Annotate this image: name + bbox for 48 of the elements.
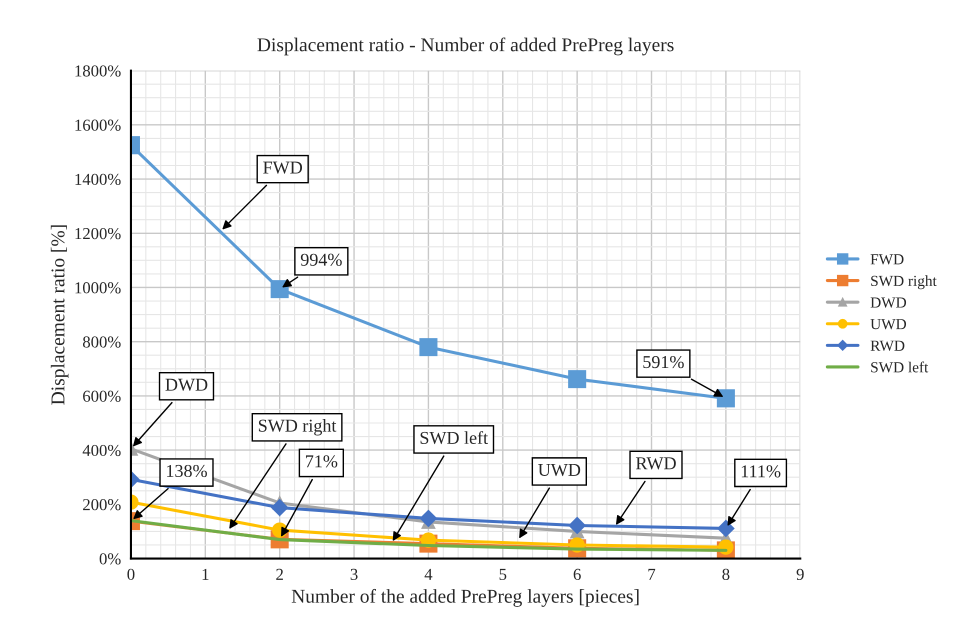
x-tick-label: 6 (574, 568, 581, 580)
x-tick-label: 7 (648, 568, 656, 580)
y-tick-label: 1400% (75, 174, 121, 186)
legend-label: RWD (870, 340, 904, 351)
x-axis-title: Number of the added PrePreg layers [pieces] (292, 588, 639, 607)
annotation: 71% (306, 455, 338, 468)
y-tick-label: 1200% (75, 228, 121, 240)
x-tick-label: 5 (500, 568, 506, 580)
y-tick-label: 1800% (75, 65, 121, 77)
point (271, 499, 288, 516)
point (419, 338, 438, 356)
y-axis-title: Displacement ratio [%] (50, 225, 68, 405)
x-tick-label: 4 (424, 568, 432, 580)
point (716, 389, 735, 408)
annotation: SWD right (258, 419, 336, 436)
legend-label: DWD (870, 298, 906, 308)
annotation: 591% (643, 356, 684, 368)
legend-label: UWD (870, 319, 906, 330)
x-tick-label: 8 (722, 568, 730, 580)
annotation: 111% (742, 465, 780, 478)
y-tick-label: 1000% (75, 282, 121, 294)
annotation: FWD (263, 162, 302, 174)
annotation: UWD (538, 464, 580, 476)
y-tick-label: 1600% (75, 120, 121, 131)
y-tick-label: 800% (82, 336, 121, 348)
chart-title: Displacement ratio - Number of added PrePreg layers (257, 37, 674, 56)
annotation: DWD (165, 378, 208, 391)
annotation: 994% (300, 254, 342, 266)
x-tick-label: 9 (796, 568, 804, 580)
annotation: SWD left (420, 431, 488, 444)
point (420, 510, 437, 527)
x-tick-label: 0 (127, 568, 134, 580)
point (717, 520, 734, 538)
x-tick-label: 2 (276, 568, 283, 580)
point (568, 370, 586, 388)
y-tick-label: 600% (83, 390, 121, 402)
legend-label: SWD left (871, 362, 928, 373)
legend-label: FWD (870, 254, 904, 265)
y-tick-label: 400% (82, 444, 121, 456)
y-tick-label: 0% (100, 553, 121, 565)
x-tick-label: 1 (202, 568, 208, 580)
annotation: 138% (167, 464, 207, 478)
x-tick-label: 3 (350, 568, 358, 580)
legend-label: SWD right (871, 275, 937, 290)
point (270, 280, 289, 298)
point (568, 516, 586, 534)
y-tick-label: 200% (83, 499, 121, 510)
annotation: RWD (636, 457, 676, 470)
